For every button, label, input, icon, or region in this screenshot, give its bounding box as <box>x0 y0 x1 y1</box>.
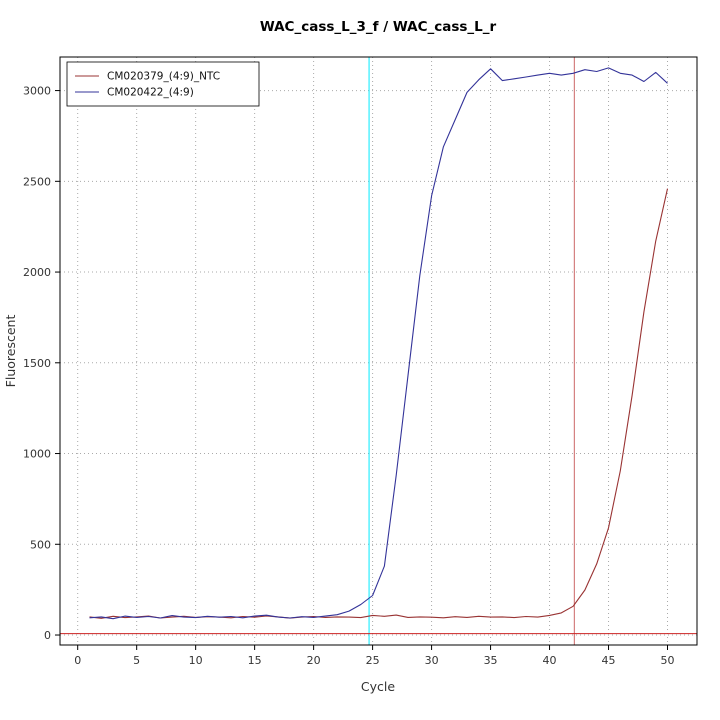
chart-content: 0 5 10 15 20 25 30 35 40 45 5005001000150020002500… <box>23 56 698 667</box>
x-tick-label: 45 <box>602 654 616 667</box>
y-axis-label: Fluorescent <box>3 315 18 388</box>
x-tick-label: 30 <box>425 654 439 667</box>
legend-label: CM020422_(4:9) <box>107 87 194 99</box>
series-line-1 <box>89 67 668 620</box>
legend-box <box>66 61 260 107</box>
x-tick-label: 15 <box>248 654 262 667</box>
plot-border <box>59 56 698 646</box>
axis-ticks <box>55 90 669 650</box>
y-tick-label: 1000 <box>23 448 51 461</box>
y-tick-label: 3000 <box>23 85 51 98</box>
x-tick-label: 50 <box>661 654 675 667</box>
series-line-0 <box>89 188 669 619</box>
y-tick-label: 0 <box>44 629 51 642</box>
x-tick-label: 25 <box>366 654 380 667</box>
x-tick-label: 40 <box>543 654 557 667</box>
x-tick-label: 5 <box>133 654 140 667</box>
chart-title: WAC_cass_L_3_f / WAC_cass_L_r <box>260 19 497 35</box>
x-tick-label: 0 <box>74 654 81 667</box>
y-tick-label: 1500 <box>23 357 51 370</box>
y-tick-label: 500 <box>30 538 51 551</box>
gridlines <box>60 57 697 645</box>
legend: CM020379_(4:9)_NTC CM020422_(4:9) <box>66 61 260 107</box>
y-tick-label: 2500 <box>23 175 51 188</box>
x-tick-label: 20 <box>307 654 321 667</box>
x-tick-label: 10 <box>189 654 203 667</box>
x-tick-label: 35 <box>484 654 498 667</box>
tick-labels: 0 5 10 15 20 25 30 35 40 45 5005001000150020002500… <box>23 85 675 667</box>
x-axis-label: Cycle <box>361 679 395 694</box>
legend-label: CM020379_(4:9)_NTC <box>107 71 220 83</box>
y-tick-label: 2000 <box>23 266 51 279</box>
